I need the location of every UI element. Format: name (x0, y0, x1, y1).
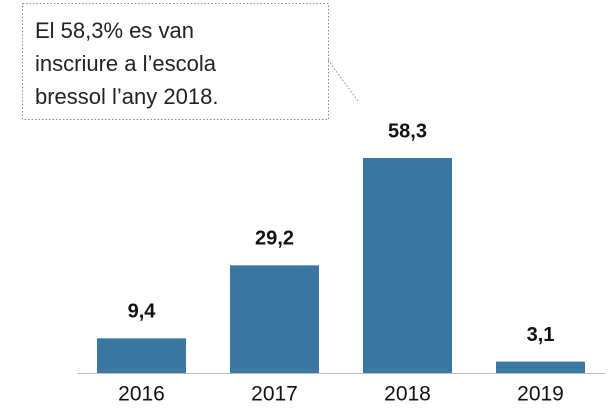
annotation-leader (327, 59, 359, 102)
x-tick-label: 2017 (251, 383, 298, 406)
bar (230, 265, 319, 373)
annotation-box (22, 3, 329, 120)
value-label: 9,4 (128, 301, 157, 323)
value-label: 3,1 (527, 324, 555, 346)
x-tick-label: 2019 (517, 383, 564, 406)
annotation-text: inscriure a l’escola (35, 51, 217, 76)
value-label: 29,2 (255, 228, 294, 250)
annotation-text: El 58,3% es van (35, 18, 194, 43)
annotation-text: bressol l’any 2018. (35, 84, 218, 109)
x-tick-label: 2016 (118, 383, 165, 406)
bar (363, 158, 452, 373)
bar (97, 338, 186, 373)
value-label: 58,3 (388, 120, 427, 142)
bar (496, 361, 585, 373)
x-tick-label: 2018 (384, 383, 431, 406)
